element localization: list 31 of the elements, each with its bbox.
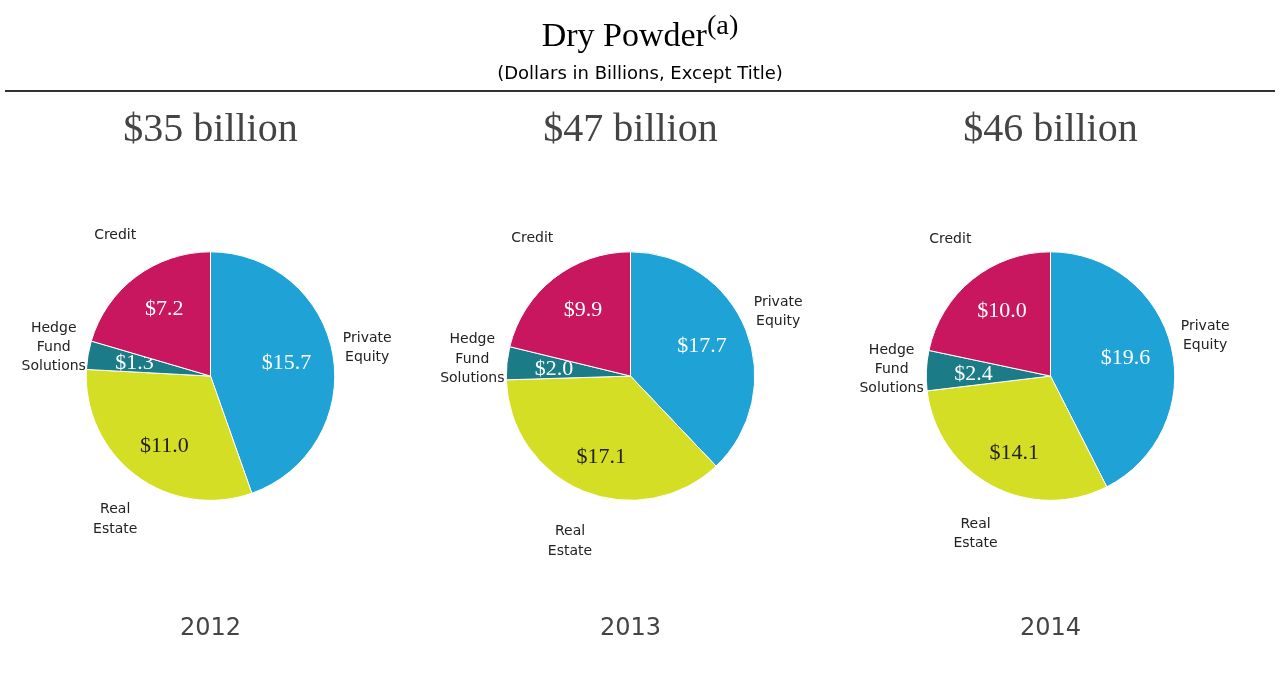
slice-label: Private Equity (753, 292, 803, 328)
chart-title: $46 billion (963, 104, 1138, 150)
slice-label: Credit (511, 228, 554, 245)
data-label: $2.0 (534, 354, 574, 380)
data-label: $15.7 (261, 348, 312, 374)
data-label: $10.0 (977, 296, 1027, 322)
text: 2012 (179, 612, 242, 641)
text: 2013 (599, 612, 662, 641)
text: (Dollars in Billions, Except Title) (496, 60, 784, 85)
data-label: $9.9 (563, 295, 603, 321)
data-label: $7.2 (145, 294, 184, 320)
slice-label: Hedge Fund Solutions (21, 318, 86, 373)
data-label: $11.0 (140, 431, 189, 457)
slice-label: Private Equity (1180, 316, 1230, 352)
slice-label: Credit (94, 225, 137, 242)
slice-label: Hedge Fund Solutions (859, 340, 924, 396)
data-label: $17.7 (677, 331, 727, 357)
data-label: $19.6 (1100, 343, 1151, 369)
data-label: $17.1 (576, 442, 626, 468)
chart-title: $47 billion (543, 104, 718, 150)
slice-label: Real Estate (547, 522, 593, 558)
slice-label: Real Estate (93, 499, 138, 536)
data-label: $2.4 (954, 359, 993, 385)
text: Dry Powder$^{(a)}$ (540, 8, 740, 56)
chart-title: $35 billion (123, 104, 298, 150)
slice-label: Credit (929, 230, 972, 246)
slice-label: Hedge Fund Solutions (440, 330, 505, 385)
slice-label: Real Estate (953, 514, 998, 550)
data-label: $14.1 (989, 438, 1039, 464)
text: 2014 (1019, 612, 1082, 641)
slice-label: Private Equity (342, 328, 392, 364)
